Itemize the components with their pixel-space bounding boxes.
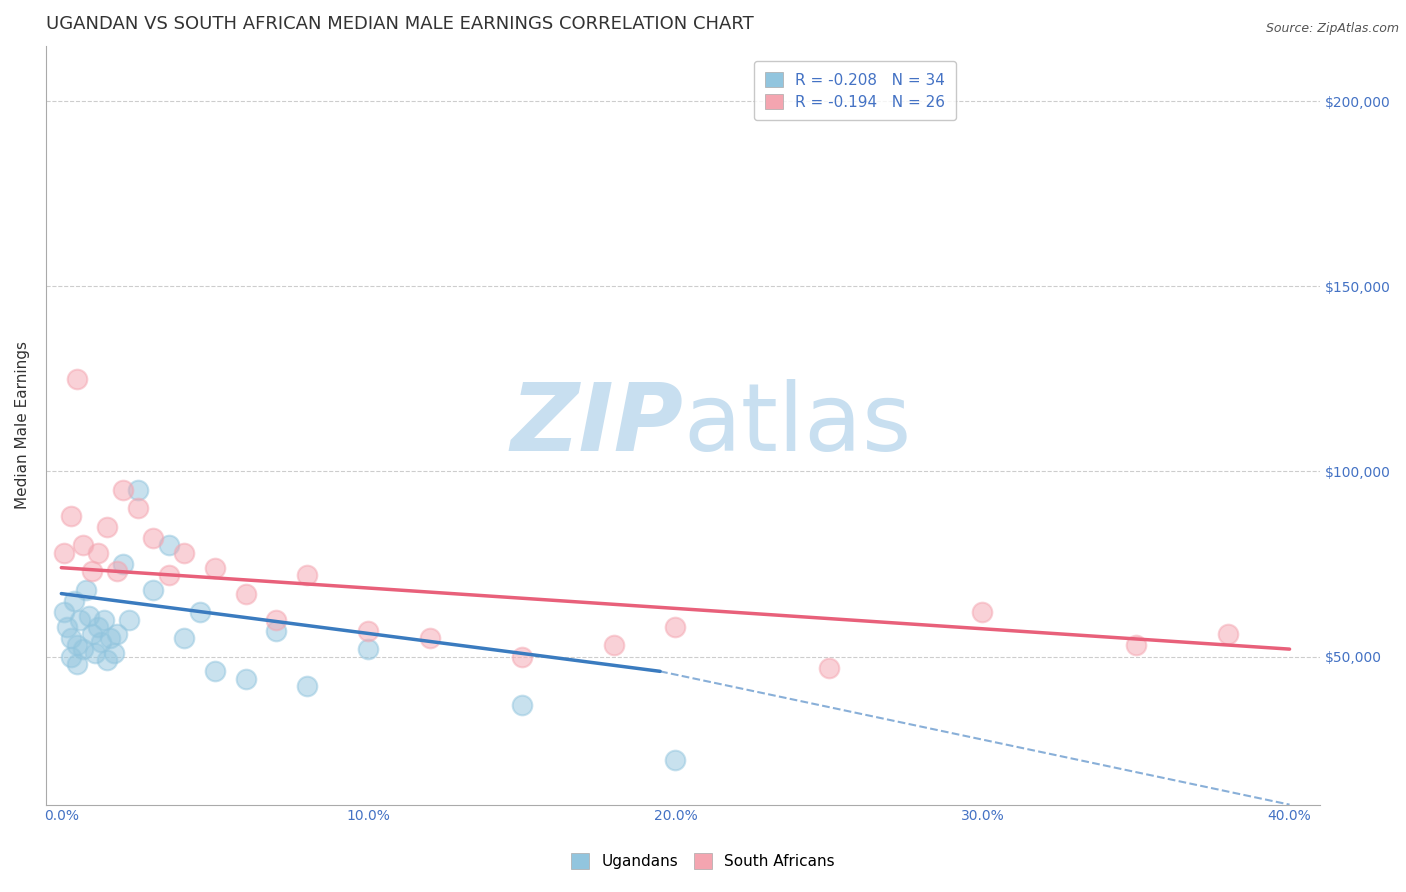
Legend: R = -0.208   N = 34, R = -0.194   N = 26: R = -0.208 N = 34, R = -0.194 N = 26 [754,61,956,120]
Point [173,546,195,560]
Point [59,649,82,664]
Point [204,665,226,679]
Point [72,539,94,553]
Point [77,608,100,623]
Point [105,565,128,579]
Point [295,568,318,582]
Point [62,594,84,608]
Point [157,539,180,553]
Point [357,642,380,657]
Point [510,649,533,664]
Point [75,582,97,597]
Point [80,627,103,641]
Point [664,753,686,767]
Y-axis label: Median Male Earnings: Median Male Earnings [15,341,30,509]
Legend: Ugandans, South Africans: Ugandans, South Africans [565,847,841,875]
Point [59,508,82,523]
Point [56,620,79,634]
Point [1218,627,1240,641]
Point [72,642,94,657]
Point [235,586,257,600]
Point [105,627,128,641]
Point [173,631,195,645]
Point [103,646,125,660]
Point [87,546,110,560]
Point [235,672,257,686]
Point [87,620,110,634]
Text: UGANDAN VS SOUTH AFRICAN MEDIAN MALE EARNINGS CORRELATION CHART: UGANDAN VS SOUTH AFRICAN MEDIAN MALE EAR… [46,15,754,33]
Point [264,624,287,638]
Point [80,565,103,579]
Point [188,605,211,619]
Point [419,631,441,645]
Point [127,483,149,497]
Text: ZIP: ZIP [510,379,683,471]
Point [972,605,994,619]
Text: Source: ZipAtlas.com: Source: ZipAtlas.com [1265,22,1399,36]
Point [818,660,841,674]
Point [603,639,626,653]
Point [53,605,76,619]
Text: atlas: atlas [683,379,911,471]
Point [264,613,287,627]
Point [66,639,89,653]
Point [100,631,122,645]
Point [142,582,165,597]
Point [157,568,180,582]
Point [111,557,134,571]
Point [66,372,89,386]
Point [96,653,118,667]
Point [84,646,107,660]
Point [59,631,82,645]
Point [204,560,226,574]
Point [69,613,91,627]
Point [111,483,134,497]
Point [118,613,141,627]
Point [93,613,115,627]
Point [357,624,380,638]
Point [66,657,89,671]
Point [142,531,165,545]
Point [510,698,533,712]
Point [127,501,149,516]
Point [295,679,318,693]
Point [90,634,112,648]
Point [53,546,76,560]
Point [1125,639,1147,653]
Point [96,520,118,534]
Point [664,620,686,634]
